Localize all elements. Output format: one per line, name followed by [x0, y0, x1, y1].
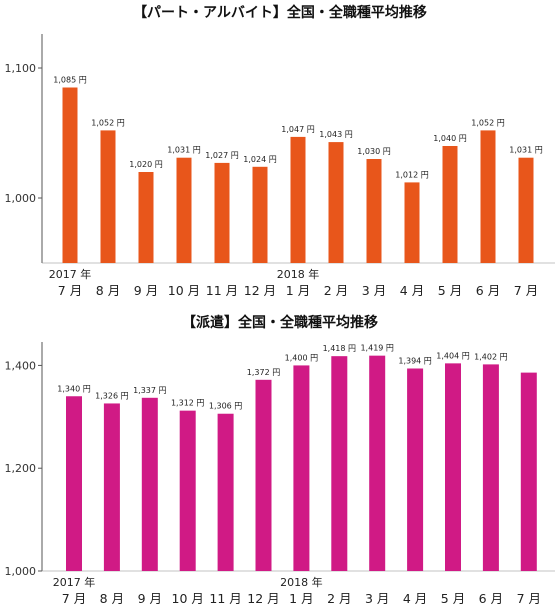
x-tick-label: 4 月 [400, 283, 424, 298]
bar [62, 87, 78, 263]
x-tick-label: 12 月 [247, 591, 279, 606]
data-label: 1,027 円 [205, 151, 238, 160]
chart-part-time: 【パート・アルバイト】全国・全職種平均推移 1,000 1,100 1,085 円 7 … [0, 0, 560, 305]
data-label: 1,043 円 [319, 130, 352, 139]
bar [369, 355, 386, 571]
bar [407, 368, 424, 571]
bar [442, 146, 458, 263]
bar [176, 157, 192, 263]
data-label: 1,372 円 [247, 368, 280, 377]
data-label: 1,030 円 [357, 147, 390, 156]
bar [480, 130, 496, 263]
data-label: 1,337 円 [133, 386, 166, 395]
y-tick-label: 1,000 [5, 565, 37, 578]
x-tick-label: 3 月 [362, 283, 386, 298]
x-tick-label: 11 月 [209, 591, 241, 606]
bar [404, 182, 420, 263]
data-label: 1,419 円 [360, 344, 393, 353]
data-label: 1,052 円 [471, 118, 504, 127]
chart-title: 【派遣】全国・全職種平均推移 [182, 314, 378, 331]
y-tick-label: 1,400 [5, 359, 37, 372]
data-label: 1,402 円 [474, 352, 507, 361]
x-tick-label: 7 月 [62, 591, 86, 606]
x-tick-label: 2 月 [324, 283, 348, 298]
data-label: 1,020 円 [129, 160, 162, 169]
chart-part-time-svg: 【パート・アルバイト】全国・全職種平均推移 1,000 1,100 1,085 円 7 … [5, 4, 555, 298]
x-tick-label: 6 月 [476, 283, 500, 298]
x-tick-label: 11 月 [206, 283, 238, 298]
bar [138, 172, 154, 263]
data-label: 1,085 円 [53, 76, 86, 85]
data-label: 1,052 円 [91, 118, 124, 127]
data-label: 1,404 円 [436, 351, 469, 360]
data-label: 1,340 円 [57, 384, 90, 393]
bar [255, 379, 272, 571]
x-tick-label: 8 月 [100, 591, 124, 606]
chart-dispatch: 【派遣】全国・全職種平均推移 1,000 1,200 1,400 1,340 円 7 月 1… [0, 305, 560, 614]
bar [290, 136, 306, 263]
x-tick-label: 2 月 [327, 591, 351, 606]
data-label: 1,040 円 [433, 134, 466, 143]
x-tick-label: 7 月 [514, 283, 538, 298]
x-tick-label: 1 月 [289, 591, 313, 606]
x-year-label: 2018 年 [277, 267, 320, 281]
x-year-label: 2018 年 [280, 575, 323, 589]
data-label: 1,312 円 [171, 399, 204, 408]
x-tick-label: 1 月 [286, 283, 310, 298]
x-tick-label: 6 月 [479, 591, 503, 606]
bar [252, 166, 268, 263]
chart-title: 【パート・アルバイト】全国・全職種平均推移 [133, 4, 427, 21]
data-label: 1,012 円 [395, 170, 428, 179]
x-tick-label: 8 月 [96, 283, 120, 298]
x-tick-label: 7 月 [517, 591, 541, 606]
y-tick-label: 1,000 [5, 192, 37, 205]
bar [103, 403, 120, 571]
data-label: 1,326 円 [95, 391, 128, 400]
data-label: 1,047 円 [281, 125, 314, 134]
x-tick-label: 4 月 [403, 591, 427, 606]
x-tick-label: 7 月 [58, 283, 82, 298]
chart-dispatch-svg: 【派遣】全国・全職種平均推移 1,000 1,200 1,400 1,340 円 7 月 1… [5, 314, 555, 606]
data-label: 1,024 円 [243, 155, 276, 164]
bar [445, 363, 461, 571]
data-label: 1,031 円 [167, 146, 200, 155]
bar [366, 159, 382, 263]
x-tick-label: 9 月 [138, 591, 162, 606]
x-tick-label: 3 月 [365, 591, 389, 606]
x-tick-label: 5 月 [441, 591, 465, 606]
bar [328, 142, 344, 263]
data-label: 1,418 円 [323, 344, 356, 353]
bar [482, 364, 499, 571]
x-year-label: 2017 年 [53, 575, 96, 589]
bar [518, 157, 534, 263]
x-tick-label: 5 月 [438, 283, 462, 298]
data-label: 1,394 円 [398, 357, 431, 366]
bar [331, 356, 348, 571]
bar [293, 365, 310, 571]
data-label: 1,400 円 [285, 353, 318, 362]
x-tick-label: 9 月 [134, 283, 158, 298]
bar [217, 413, 234, 571]
bar [66, 396, 82, 571]
x-tick-label: 10 月 [172, 591, 204, 606]
data-label: 1,031 円 [509, 146, 542, 155]
bar [214, 162, 230, 263]
y-tick-label: 1,200 [5, 462, 37, 475]
x-year-label: 2017 年 [49, 267, 92, 281]
bar [520, 372, 537, 571]
x-tick-label: 10 月 [168, 283, 200, 298]
bar [179, 410, 196, 571]
bar [141, 397, 158, 571]
data-label: 1,306 円 [209, 402, 242, 411]
y-tick-label: 1,100 [5, 62, 37, 75]
bar [100, 130, 116, 263]
x-tick-label: 12 月 [244, 283, 276, 298]
